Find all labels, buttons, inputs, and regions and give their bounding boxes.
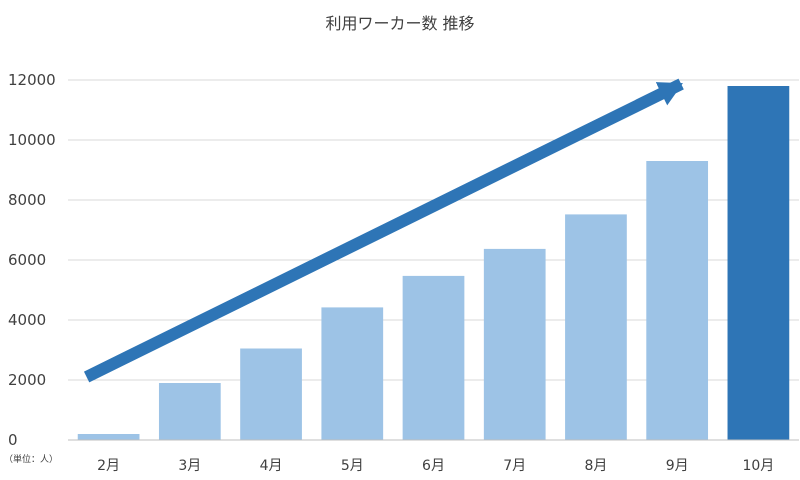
bar — [321, 307, 384, 440]
x-tick-label: 6月 — [422, 458, 445, 474]
y-tick-label: 8000 — [8, 191, 46, 209]
x-tick-label: 7月 — [503, 458, 526, 474]
bar — [483, 248, 546, 440]
y-tick-label: 2000 — [8, 371, 46, 389]
x-tick-label: 10月 — [742, 458, 774, 474]
x-tick-label: 2月 — [97, 458, 120, 474]
x-tick-label: 8月 — [584, 458, 607, 474]
y-axis-ticks: 0 2000 4000 6000 8000 10000 12000 — [8, 71, 56, 449]
bar — [646, 161, 709, 440]
x-tick-label: 9月 — [666, 458, 689, 474]
x-tick-label: 3月 — [178, 458, 201, 474]
x-axis-labels: 2月 3月 4月 5月 6月 7月 8月 9月 10月 — [97, 458, 774, 474]
y-tick-label: 0 — [8, 431, 18, 449]
x-tick-label: 4月 — [260, 458, 283, 474]
bar — [565, 214, 627, 440]
bars — [77, 86, 790, 440]
x-tick-label: 5月 — [341, 458, 364, 474]
bar — [158, 383, 221, 440]
bar — [240, 348, 302, 440]
bar — [402, 275, 465, 440]
y-tick-label: 10000 — [8, 131, 56, 149]
trend-arrow — [83, 78, 684, 383]
y-tick-label: 4000 — [8, 311, 46, 329]
bar — [727, 86, 790, 440]
chart-title: 利用ワーカー数 推移 — [325, 14, 474, 33]
unit-note: （単位：人） — [4, 453, 58, 465]
bar — [77, 434, 140, 440]
y-tick-label: 12000 — [8, 71, 56, 89]
y-tick-label: 6000 — [8, 251, 46, 269]
